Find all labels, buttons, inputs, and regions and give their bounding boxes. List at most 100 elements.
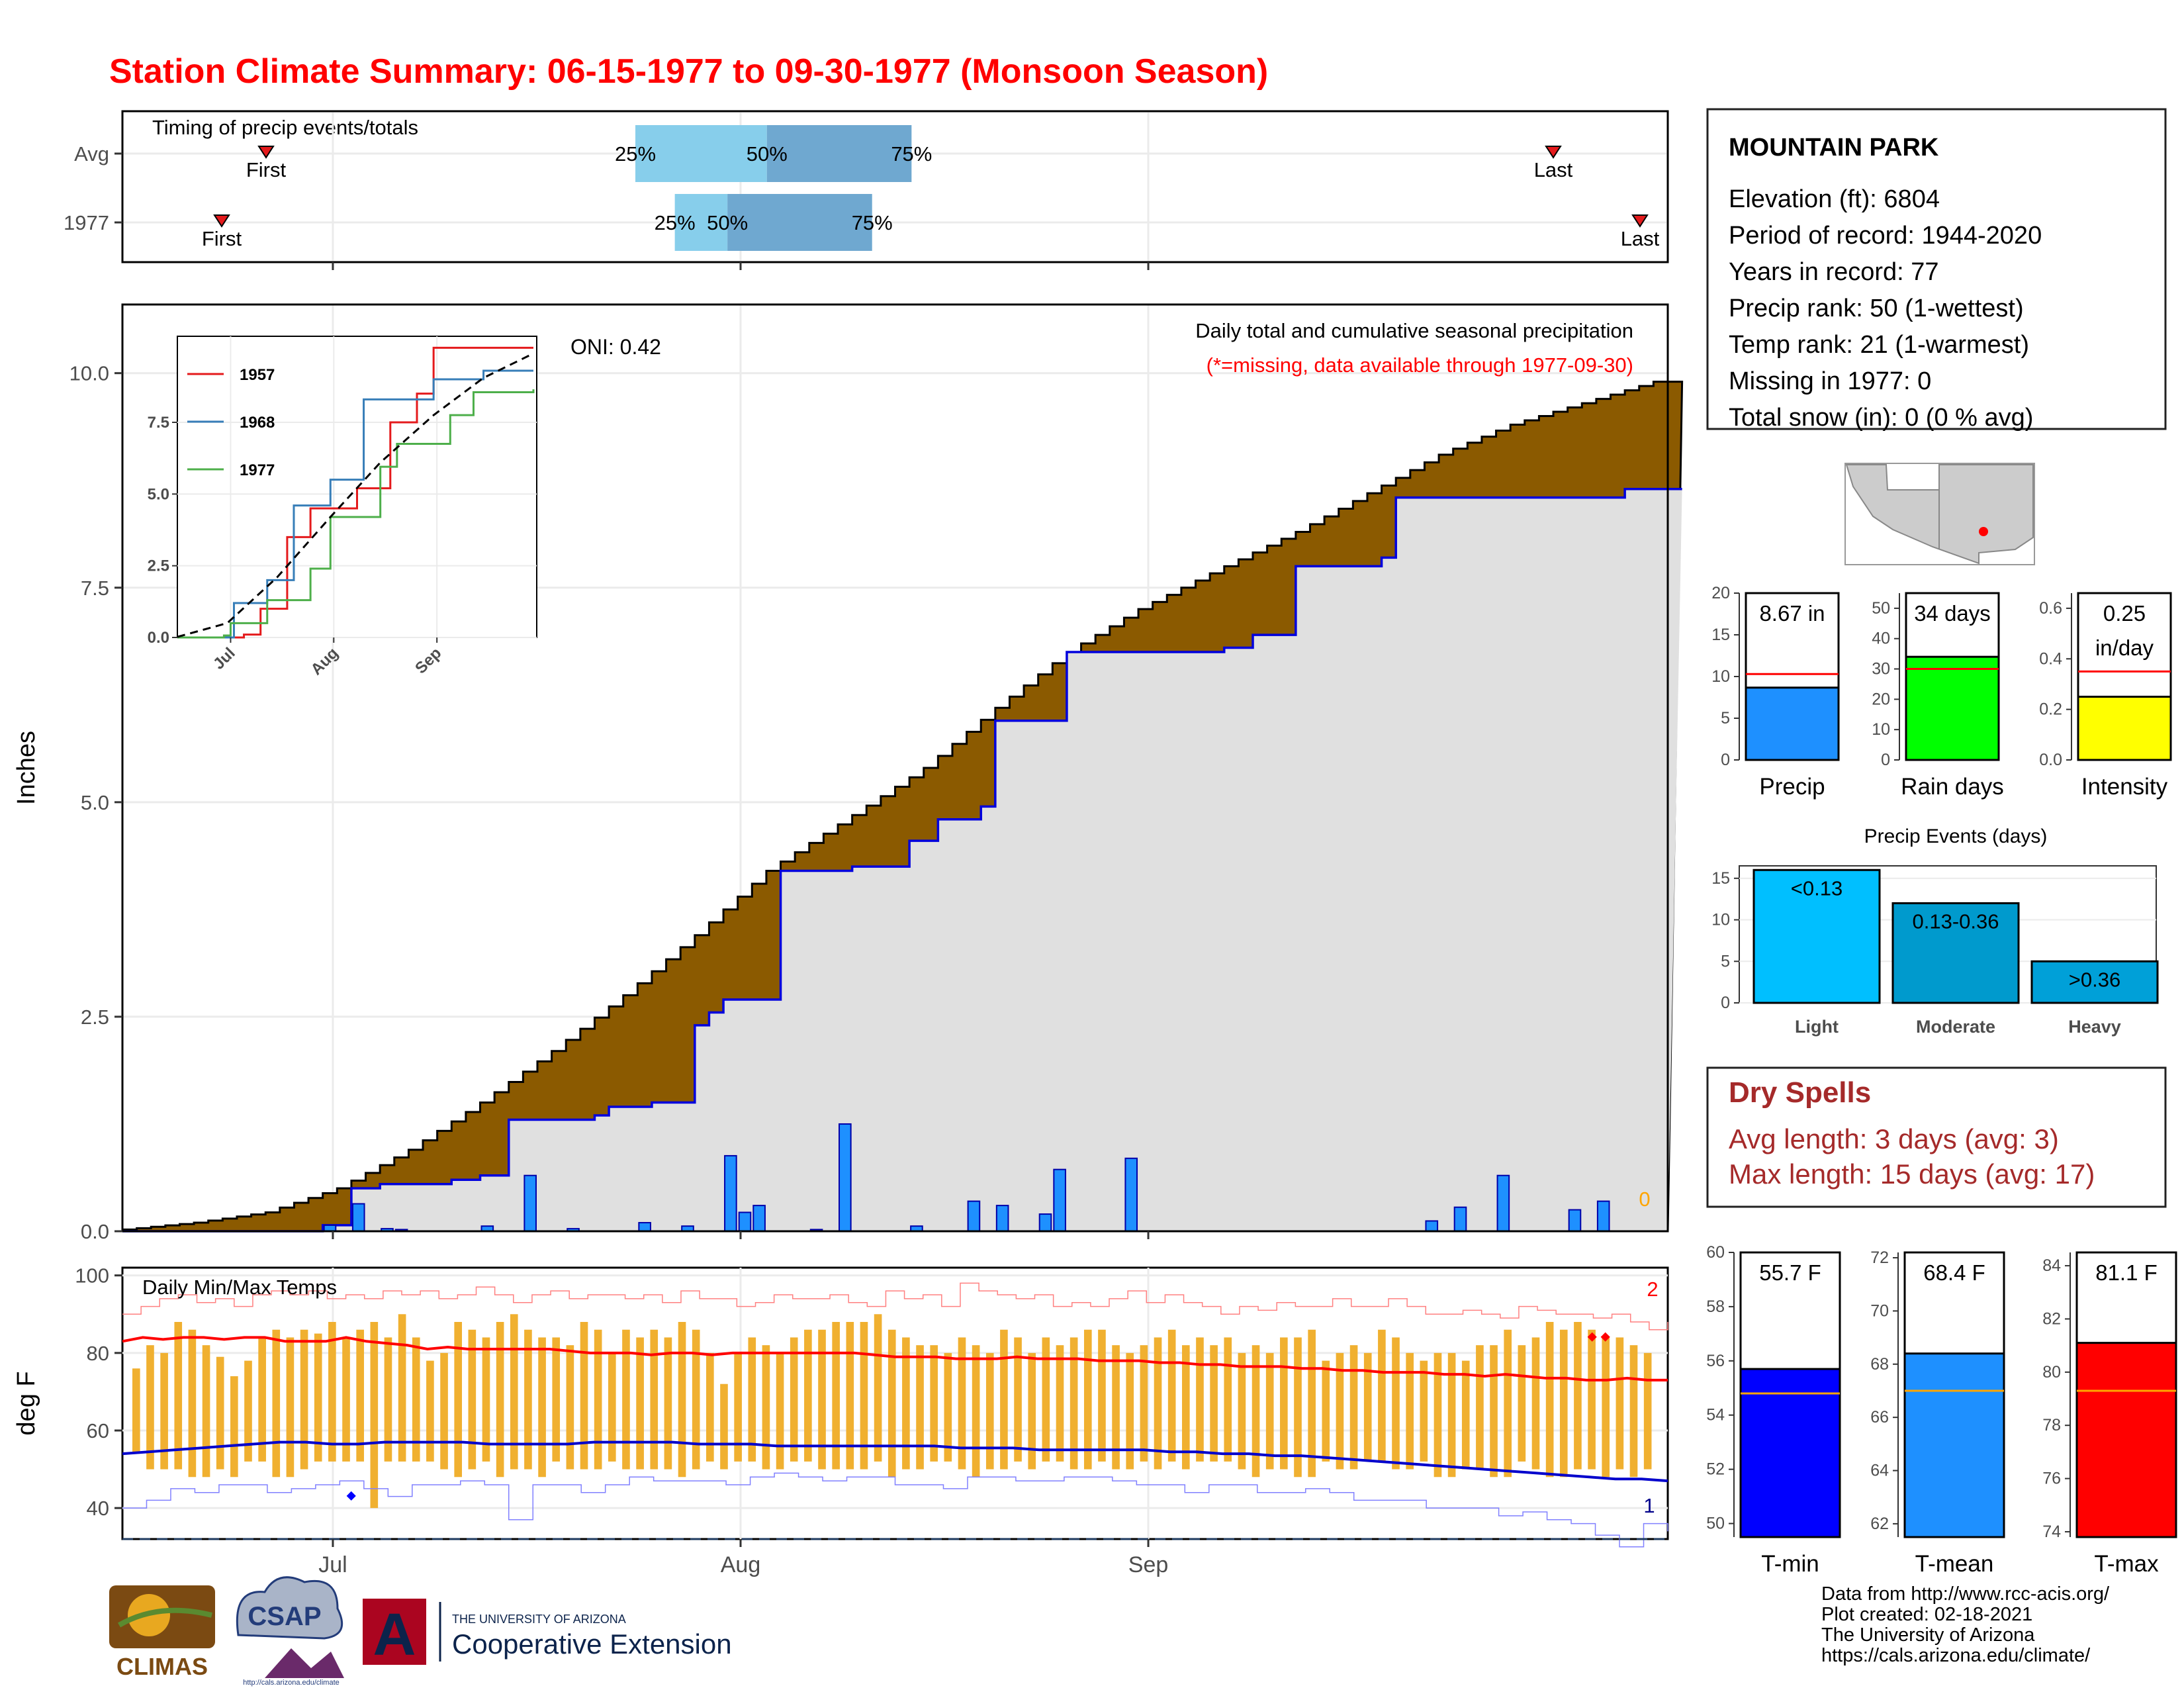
daily-temp-bar	[202, 1345, 210, 1477]
csap-cloud-icon	[236, 1576, 343, 1640]
daily-temp-bar	[468, 1329, 477, 1470]
small-bar-category-label: T-min	[1761, 1551, 1819, 1577]
daily-temp-bar	[1083, 1329, 1092, 1470]
daily-precip-bar	[967, 1200, 981, 1233]
avg-min-line	[122, 1440, 1668, 1483]
daily-precip-bar	[839, 1123, 852, 1233]
temp-y-tick-label: 80	[87, 1342, 109, 1365]
daily-temp-bar	[398, 1314, 406, 1462]
daily-temp-bar	[356, 1329, 364, 1462]
daily-precip-bar	[1124, 1157, 1138, 1233]
small-y-tick-label: 84	[2042, 1256, 2061, 1275]
first-label: First	[202, 227, 242, 250]
dry-spells-max: Max length: 15 days (avg: 17)	[1729, 1158, 2095, 1190]
events-bar-label: <0.13	[1791, 876, 1843, 900]
daily-temp-bar	[664, 1337, 672, 1470]
precip-note-missing: (*=missing, data available through 1977-…	[1206, 353, 1633, 377]
small-bar-value-label: in/day	[2095, 635, 2154, 660]
daily-precip-bar	[752, 1205, 766, 1232]
daily-temp-bar	[720, 1383, 728, 1470]
daily-temp-bar	[566, 1345, 574, 1470]
daily-temp-bar	[510, 1314, 518, 1470]
small-bar-value-label: 55.7 F	[1759, 1260, 1821, 1285]
daily-temp-bar	[272, 1329, 281, 1477]
record-low-marker-icon	[346, 1491, 356, 1501]
daily-temp-bar	[1069, 1337, 1078, 1470]
daily-temp-bar	[748, 1337, 756, 1462]
precip-y-tick-label: 7.5	[81, 577, 109, 600]
csap-text: CSAP	[248, 1602, 321, 1631]
small-y-tick-label: 52	[1706, 1460, 1725, 1479]
daily-precip-bar	[638, 1222, 651, 1232]
small-y-tick-label: 10	[1711, 667, 1730, 686]
small-y-tick-label: 0.2	[2039, 700, 2062, 719]
daily-temp-bar	[1210, 1345, 1218, 1462]
small-y-tick-label: 66	[1870, 1408, 1889, 1427]
events-bar-label: >0.36	[2069, 968, 2120, 991]
small-bar-category-label: T-mean	[1915, 1551, 1994, 1577]
avg-max-line	[122, 1336, 1668, 1382]
events-title: Precip Events (days)	[1864, 825, 2048, 847]
observed-cumulative-line	[122, 487, 1682, 1233]
inset-series-line	[177, 346, 533, 639]
events-bar	[2030, 960, 2159, 1004]
temp-total-chart: 50 52 54 56 58 60 55.7 F T-min	[1706, 1243, 1841, 1577]
small-bar-value-label: 0.25	[2103, 601, 2146, 626]
daily-temp-bar	[286, 1337, 295, 1477]
x-tick-label: Aug	[721, 1552, 761, 1577]
timing-panel: Timing of precip events/totals Avg 25% 50%…	[64, 110, 1669, 270]
daily-temp-bar	[1476, 1345, 1484, 1470]
daily-temp-bar	[902, 1337, 910, 1470]
small-y-tick-label: 40	[1872, 630, 1890, 648]
daily-precip-bar	[1596, 1200, 1610, 1233]
small-bar-value	[1739, 1368, 1841, 1538]
csap-url: http://cals.arizona.edu/climate	[243, 1679, 340, 1687]
daily-temp-bar	[916, 1345, 924, 1470]
timing-q50-label: 50%	[707, 211, 748, 234]
inset-y-tick-label: 0.0	[148, 629, 169, 647]
daily-temp-bar	[1545, 1322, 1554, 1477]
temp-panel: 40 60 80 100 Jul Aug Sep Daily Min/Max Temps 2…	[13, 1264, 1669, 1577]
daily-temp-bar	[1322, 1360, 1330, 1462]
season-totals-charts: 0 5 10 15 20 8.67 in Precip 0 10 20 30 40 50 34 days R…	[1711, 584, 2172, 800]
daily-temp-bar	[636, 1337, 644, 1470]
small-y-tick-label: 82	[2042, 1309, 2061, 1328]
footer-line: Plot created: 02-18-2021	[1821, 1604, 2033, 1625]
ua-block-a-icon	[363, 1599, 426, 1665]
timing-row-label: 1977	[64, 211, 109, 234]
station-info-line: Missing in 1977: 0	[1729, 367, 1931, 395]
temp-axes: 40 60 80 100 Jul Aug Sep	[75, 1264, 1168, 1577]
small-y-tick-label: 74	[2042, 1523, 2061, 1541]
temp-panel-label: Daily Min/Max Temps	[142, 1276, 337, 1299]
daily-temp-bar	[790, 1337, 798, 1462]
events-category-label: Heavy	[2068, 1017, 2121, 1037]
timing-q75-label: 75%	[852, 211, 893, 234]
record-low-line	[122, 1472, 1668, 1548]
record-low-count: 1	[1643, 1494, 1655, 1517]
daily-temp-bar	[762, 1345, 770, 1470]
daily-temp-bar	[860, 1322, 868, 1470]
small-y-tick-label: 72	[1870, 1248, 1889, 1267]
station-location-dot	[1979, 527, 1988, 536]
small-y-tick-label: 54	[1706, 1406, 1725, 1425]
small-y-tick-label: 30	[1872, 660, 1890, 679]
daily-temp-bar	[1014, 1337, 1022, 1462]
daily-precip-bar	[724, 1154, 737, 1232]
station-info-frame	[1706, 108, 2167, 430]
daily-temp-bar	[1615, 1337, 1624, 1470]
daily-temp-bar	[930, 1345, 938, 1462]
daily-temp-bar	[608, 1352, 616, 1462]
temp-y-tick-label: 40	[87, 1497, 109, 1520]
daily-temp-bar	[776, 1352, 784, 1470]
daily-temp-bar	[1349, 1345, 1358, 1470]
station-lines: Elevation (ft): 6804 Period of record: 19…	[1729, 185, 2042, 432]
daily-temp-bar	[580, 1322, 588, 1470]
small-y-tick-label: 80	[2042, 1363, 2061, 1382]
timing-bar-q25-q50	[674, 194, 728, 251]
events-bar	[1752, 868, 1881, 1004]
daily-temp-bar	[244, 1360, 252, 1462]
daily-temp-bar	[734, 1352, 742, 1462]
daily-temp-bar	[1588, 1329, 1596, 1470]
daily-temp-bar	[706, 1352, 714, 1462]
precip-y-tick-label: 10.0	[69, 362, 109, 385]
